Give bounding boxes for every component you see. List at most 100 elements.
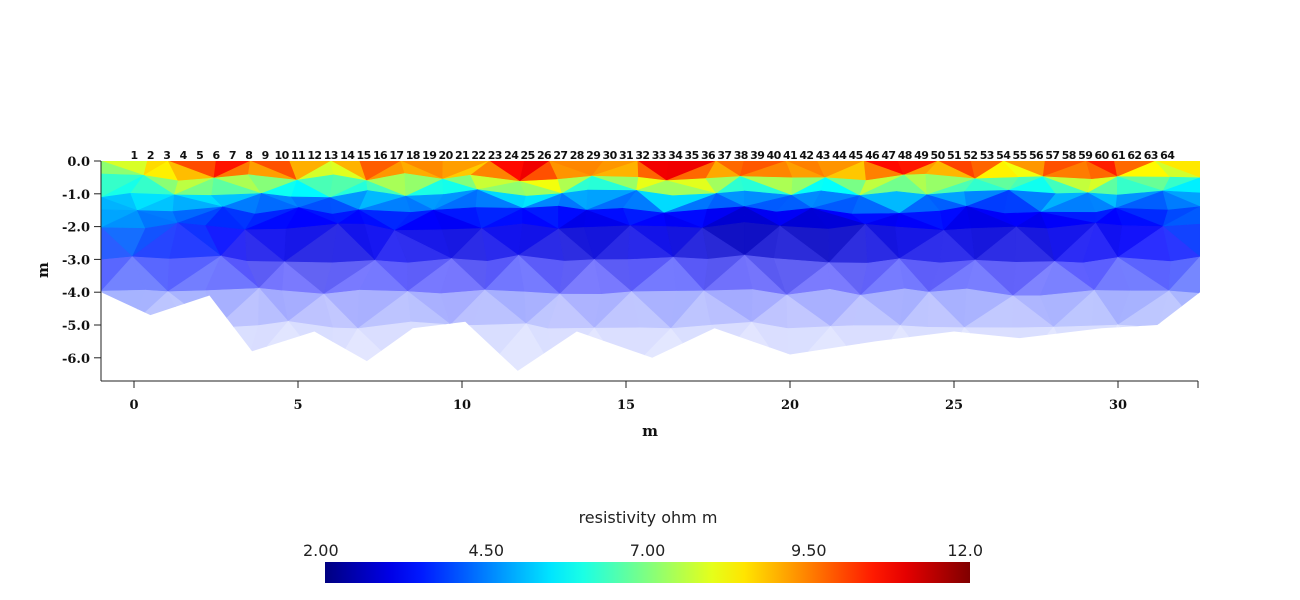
mesh-cell xyxy=(404,321,452,371)
mesh-cell xyxy=(170,324,217,371)
electrode-label: 36 xyxy=(701,149,716,162)
colorbar-ticks: 2.00 4.50 7.00 9.50 12.0 xyxy=(303,541,983,560)
electrode-label: 21 xyxy=(455,149,469,162)
x-axis-title: m xyxy=(642,422,658,440)
electrode-label: 16 xyxy=(373,149,388,162)
electrode-label: 1 xyxy=(130,149,137,162)
electrode-label: 3 xyxy=(163,149,170,162)
electrode-label: 53 xyxy=(980,149,994,162)
electrode-label: 45 xyxy=(849,149,863,162)
electrode-label: 42 xyxy=(799,149,813,162)
mesh-cell xyxy=(1117,324,1170,371)
mesh-cell xyxy=(670,324,712,371)
electrode-label: 24 xyxy=(504,149,519,162)
x-tick-label: 30 xyxy=(1109,398,1127,413)
electrode-label: 14 xyxy=(340,149,355,162)
electrode-label: 51 xyxy=(947,149,961,162)
electrode-label: 2 xyxy=(147,149,154,162)
electrode-label: 61 xyxy=(1111,149,1125,162)
mesh-cell xyxy=(963,327,1015,371)
electrode-label: 5 xyxy=(196,149,203,162)
electrode-label: 46 xyxy=(865,149,880,162)
electrode-label: 31 xyxy=(619,149,633,162)
mesh-cell xyxy=(101,324,132,371)
electrode-label: 41 xyxy=(783,149,797,162)
electrode-label: 48 xyxy=(898,149,912,162)
mesh-cell xyxy=(131,324,172,371)
electrode-label: 43 xyxy=(816,149,830,162)
electrode-label: 34 xyxy=(668,149,683,162)
electrode-label: 58 xyxy=(1062,149,1076,162)
electrode-label: 6 xyxy=(212,149,220,162)
electrode-label: 29 xyxy=(586,149,600,162)
electrode-label: 63 xyxy=(1144,149,1158,162)
colorbar: resistivity ohm m 2.00 4.50 7.00 9.50 12.0 xyxy=(303,508,983,583)
electrode-label: 11 xyxy=(291,149,305,162)
mesh-cell xyxy=(101,324,149,371)
electrode-label: 33 xyxy=(652,149,666,162)
y-tick-label: -1.0 xyxy=(62,188,90,203)
electrode-label: 10 xyxy=(275,149,290,162)
electrode-label: 7 xyxy=(229,149,236,162)
electrode-label: 25 xyxy=(521,149,535,162)
x-tick-label: 5 xyxy=(293,398,302,413)
mesh-cell xyxy=(1117,324,1171,371)
electrode-label: 56 xyxy=(1029,149,1044,162)
electrode-labels: 1 2 3 4 5 6 7 8 9 10 11 12 13 14 15 16 17 18 19 20 21 22 23 24 2… xyxy=(130,149,1175,162)
y-ticks: 0.0 -1.0 -2.0 -3.0 -4.0 -5.0 -6.0 xyxy=(62,155,101,367)
electrode-label: 37 xyxy=(717,149,731,162)
electrode-label: 62 xyxy=(1127,149,1141,162)
electrode-label: 27 xyxy=(553,149,567,162)
axes: 0 5 10 15 20 25 30 0.0 -1.0 -2.0 -3.0 -4.0 -5.0 -6.0… xyxy=(34,155,1199,440)
colorbar-tick-label: 2.00 xyxy=(303,541,339,560)
x-tick-label: 10 xyxy=(453,398,471,413)
electrode-label: 15 xyxy=(357,149,371,162)
x-tick-label: 25 xyxy=(945,398,963,413)
mesh-cell xyxy=(1053,325,1093,371)
electrode-label: 35 xyxy=(685,149,699,162)
y-tick-label: -5.0 xyxy=(62,319,90,334)
mesh-cell xyxy=(1168,326,1201,371)
mesh-cell xyxy=(209,327,244,371)
electrode-label: 20 xyxy=(439,149,454,162)
mesh-cell xyxy=(433,324,483,371)
electrode-label: 8 xyxy=(245,149,252,162)
electrode-label: 47 xyxy=(881,149,895,162)
y-tick-label: -6.0 xyxy=(62,352,90,367)
colorbar-tick-label: 4.50 xyxy=(468,541,504,560)
electrode-label: 17 xyxy=(389,149,403,162)
electrode-label: 30 xyxy=(603,149,618,162)
mesh-cell xyxy=(1158,327,1201,371)
electrode-label: 22 xyxy=(471,149,485,162)
colorbar-gradient xyxy=(325,562,970,583)
electrode-label: 12 xyxy=(307,149,321,162)
y-tick-label: 0.0 xyxy=(67,155,90,170)
mesh-cell xyxy=(130,324,186,371)
mesh-cell xyxy=(404,324,452,371)
y-tick-label: -2.0 xyxy=(62,221,90,236)
x-tick-label: 20 xyxy=(781,398,799,413)
y-tick-label: -3.0 xyxy=(62,253,90,268)
electrode-label: 9 xyxy=(262,149,269,162)
y-tick-label: -4.0 xyxy=(62,286,90,301)
electrode-label: 23 xyxy=(488,149,502,162)
electrode-label: 57 xyxy=(1045,149,1059,162)
y-axis-title: m xyxy=(34,262,52,278)
electrode-label: 32 xyxy=(635,149,649,162)
electrode-label: 52 xyxy=(963,149,977,162)
x-ticks: 0 5 10 15 20 25 30 xyxy=(129,381,1127,413)
colorbar-tick-label: 9.50 xyxy=(791,541,827,560)
mesh-cell xyxy=(1075,324,1134,371)
electrode-label: 55 xyxy=(1013,149,1027,162)
electrode-label: 28 xyxy=(570,149,584,162)
electrode-label: 49 xyxy=(914,149,928,162)
mesh-cell xyxy=(170,327,217,371)
colorbar-title: resistivity ohm m xyxy=(579,508,718,527)
electrode-label: 60 xyxy=(1095,149,1110,162)
electrode-label: 40 xyxy=(767,149,782,162)
electrode-label: 4 xyxy=(180,149,188,162)
electrode-label: 19 xyxy=(422,149,436,162)
mesh-cell xyxy=(166,290,217,329)
mesh-cell xyxy=(1053,327,1078,371)
